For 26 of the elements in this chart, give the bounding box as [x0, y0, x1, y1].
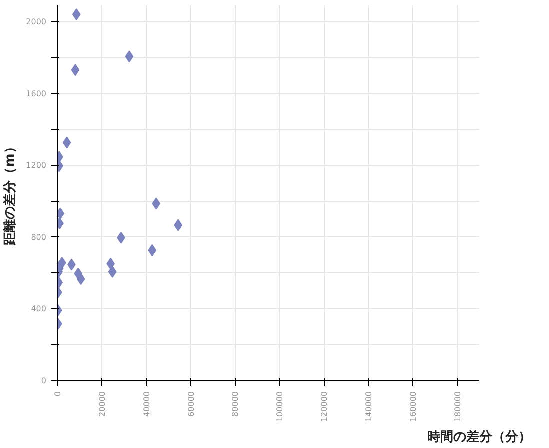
- y-axis-title: 距離の差分（m）: [3, 140, 18, 246]
- y-tick-label: 0: [41, 376, 47, 386]
- point: [72, 8, 81, 20]
- x-tick-label: 60000: [186, 391, 196, 417]
- point: [71, 64, 80, 76]
- point: [125, 50, 134, 63]
- x-tick-label: 180000: [453, 391, 462, 422]
- x-tick-label: 80000: [231, 391, 240, 417]
- y-tick-label: 1200: [26, 161, 46, 170]
- x-tick-label: 160000: [408, 391, 418, 422]
- point: [62, 136, 72, 149]
- x-tick-label: 20000: [98, 391, 107, 417]
- x-tick-label: 100000: [276, 391, 285, 422]
- y-tick-label: 1600: [26, 89, 46, 98]
- x-tick-label: 120000: [320, 391, 330, 422]
- point: [152, 198, 161, 210]
- x-tick-label: 0: [54, 391, 62, 397]
- y-tick-label: 2000: [26, 18, 46, 27]
- y-tick-label: 400: [31, 304, 47, 314]
- point: [108, 266, 117, 278]
- y-tick-label: 800: [31, 232, 47, 242]
- point: [76, 273, 86, 286]
- x-tick-label: 140000: [364, 391, 374, 422]
- x-tick-label: 40000: [142, 391, 152, 417]
- x-axis-title: 時間の差分（分）: [428, 430, 532, 446]
- point: [148, 244, 157, 256]
